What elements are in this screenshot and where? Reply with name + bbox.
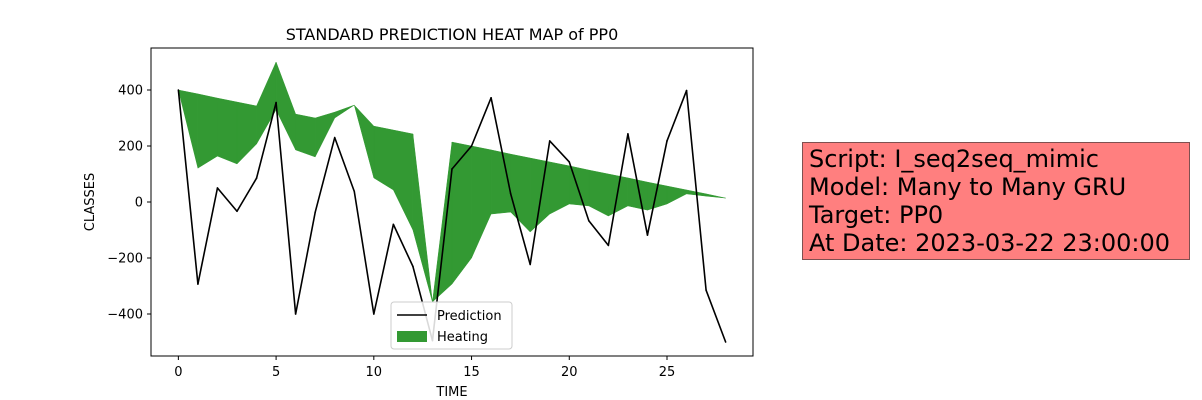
prediction-line-segment xyxy=(548,140,571,163)
prediction-line-segment xyxy=(588,219,610,247)
prediction-line-segment xyxy=(197,187,219,285)
x-axis-label: TIME xyxy=(435,385,467,400)
info-script: Script: I_seq2seq_mimic xyxy=(809,145,1099,173)
info-box: Script: I_seq2seq_mimic Model: Many to M… xyxy=(802,142,1190,260)
x-axis: 0 5 10 15 20 25 xyxy=(174,356,675,380)
prediction-line-segment xyxy=(392,223,414,268)
heating-area-segment xyxy=(197,93,218,169)
prediction-line-segment xyxy=(666,89,688,142)
prediction-line-segment xyxy=(314,136,336,214)
prediction-line-segment xyxy=(607,133,629,247)
prediction-line-segment xyxy=(568,161,590,222)
prediction-line-segment xyxy=(333,136,356,193)
y-axis: −400 −200 0 200 400 xyxy=(107,84,151,323)
prediction-line-segment xyxy=(451,145,473,170)
y-tick-label: −200 xyxy=(107,252,143,267)
prediction-line-segment xyxy=(275,101,297,315)
prediction-line-segment xyxy=(294,211,316,315)
prediction-line-segment xyxy=(529,140,551,266)
prediction-line-segment xyxy=(509,192,531,266)
plot-area xyxy=(150,47,754,357)
heating-area-layer xyxy=(178,61,726,303)
y-tick-label: −400 xyxy=(107,308,143,323)
prediction-line-segment xyxy=(373,223,395,315)
prediction-line-segment xyxy=(255,101,277,179)
info-target: Target: PP0 xyxy=(809,201,944,229)
info-date: At Date: 2023-03-22 23:00:00 xyxy=(809,229,1171,257)
y-axis-label: CLASSES xyxy=(83,173,98,231)
x-tick-label: 0 xyxy=(174,365,182,380)
y-tick-label: 400 xyxy=(118,84,143,99)
info-model: Model: Many to Many GRU xyxy=(809,173,1127,201)
legend-heating-label: Heating xyxy=(437,330,488,345)
prediction-line-segment xyxy=(353,190,375,315)
y-tick-label: 0 xyxy=(135,196,143,211)
x-tick-label: 25 xyxy=(659,365,676,380)
legend-prediction-label: Prediction xyxy=(437,309,502,324)
legend: Prediction Heating xyxy=(390,301,513,350)
legend-heating-swatch xyxy=(397,331,427,342)
heating-area-segment xyxy=(295,113,316,158)
prediction-line-segment xyxy=(705,289,727,343)
y-tick-label: 200 xyxy=(118,140,143,155)
x-tick-label: 10 xyxy=(366,365,383,380)
prediction-line-segment xyxy=(470,97,492,147)
heating-area-segment xyxy=(705,193,726,199)
x-tick-label: 20 xyxy=(561,365,578,380)
prediction-line-segment xyxy=(627,133,649,236)
heating-area-segment xyxy=(217,97,238,165)
prediction-line-segment xyxy=(685,89,707,292)
x-tick-label: 5 xyxy=(272,365,280,380)
prediction-line-segment xyxy=(216,187,238,213)
heating-area-segment xyxy=(334,104,355,119)
prediction-line-segment xyxy=(646,140,668,236)
prediction-line-segment xyxy=(177,89,199,285)
prediction-line-segment xyxy=(236,177,258,213)
prediction-line-segment xyxy=(490,97,512,195)
heating-area-segment xyxy=(412,133,433,303)
chart-title: STANDARD PREDICTION HEAT MAP of PP0 xyxy=(286,25,619,44)
x-tick-label: 15 xyxy=(463,365,480,380)
